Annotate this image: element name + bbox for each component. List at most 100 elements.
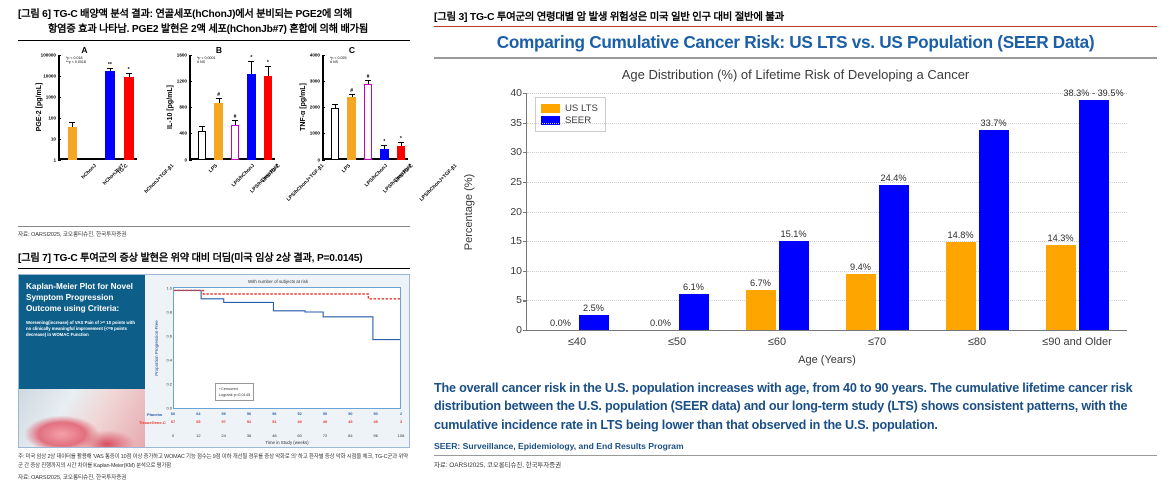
panel-plot: IL-10 [pg/mL] 1600 1200 800 400 0 *p < 0.0001 #…: [167, 52, 325, 202]
km-risk-tgc: 49: [297, 420, 302, 425]
km-x-tick: 12: [196, 433, 201, 439]
y-tick-label: 0: [184, 157, 187, 163]
km-x-axis-title: Time in Study (weeks): [265, 440, 309, 446]
legend-label-us-lts: US LTS: [565, 103, 598, 114]
x-axis: [58, 157, 137, 160]
km-y-tick: 0.6: [166, 333, 172, 339]
chart-bar: [945, 242, 976, 330]
bar: [247, 74, 256, 160]
bar: [67, 127, 78, 160]
error-bar-cap: [365, 80, 371, 82]
y-tick-mark: [322, 80, 325, 82]
km-risk-tgc: 65: [196, 420, 201, 425]
x-tick-label: hChonJ: [80, 162, 99, 180]
km-risk-tgc: 45: [373, 420, 378, 425]
error-bar-cap: [332, 103, 339, 105]
seer-footnote: SEER: Surveillance, Epidemiology, and En…: [434, 440, 684, 451]
x-tick-label: LPS: [341, 162, 353, 174]
bar: [230, 124, 240, 160]
error-bar-cap: [397, 141, 404, 143]
km-y-axis-title: Proportion Progression-Free: [154, 320, 159, 377]
kaplan-meier-figure: Kaplan-Meier Plot for Novel Symptom Prog…: [18, 274, 410, 449]
chart-x-axis-title: Age (Years): [798, 354, 856, 366]
error-bar: [351, 94, 353, 97]
y-tick-label: 1: [53, 157, 56, 163]
chart-y-tick-mark: [523, 300, 527, 302]
panel-y-axis-title: PGE-2 [pg/mL]: [36, 82, 43, 132]
chart-data-label: 0.0%: [650, 318, 671, 328]
y-tick-mark: [58, 96, 61, 98]
bar: [197, 131, 207, 160]
panel-letter: C: [348, 44, 356, 55]
x-tick-label: LPS/TG-C: [394, 162, 415, 184]
error-bar: [251, 61, 253, 75]
km-note: 주: 미국 임상 2상 데이터를 활용해 'VAS 통증이 10점 이상 증가하…: [18, 454, 408, 469]
figure3-title: Comparing Cumulative Cancer Risk: US LTS…: [496, 32, 1095, 52]
source-divider-1: [18, 225, 410, 227]
y-tick-mark: [189, 133, 192, 135]
chart-x-tick: ≤90 and Older: [1042, 336, 1112, 348]
y-tick-mark: [189, 159, 192, 161]
panel-letter: A: [81, 44, 88, 55]
y-tick-mark: [58, 75, 61, 77]
x-tick-label: LPS/hChonJ: [363, 162, 389, 188]
y-tick-mark: [58, 159, 61, 161]
chart-y-tick: 25: [510, 175, 522, 188]
error-bar-cap: [69, 122, 76, 124]
panel-y-axis-title: IL-10 [pg/mL]: [167, 85, 174, 130]
bar: [363, 84, 373, 160]
km-criteria: Worsening(increase) of VAS Pain of >= 10…: [26, 319, 135, 338]
chart-y-tick: 40: [510, 87, 522, 99]
error-bar-cap: [199, 126, 206, 128]
x-tick-label: hChonJ+TGF-β1: [143, 162, 175, 195]
legend-label-seer: SEER: [565, 115, 592, 126]
y-tick-label: 100: [48, 115, 56, 121]
y-tick-label: 800: [179, 104, 187, 110]
km-x-tick: 84: [348, 433, 353, 439]
legend-swatch-us-lts: [541, 104, 560, 113]
significance-marker: #: [350, 87, 353, 94]
error-bar: [335, 104, 337, 108]
cancer-risk-chart: Age Distribution (%) of Lifetime Risk of…: [434, 61, 1157, 379]
chart-data-label: 9.4%: [850, 262, 871, 273]
y-tick-mark: [58, 54, 61, 56]
km-x-tick: 72: [322, 433, 328, 439]
km-title: Kaplan-Meier Plot for Novel Symptom Prog…: [26, 282, 133, 314]
gridline: [527, 93, 1127, 94]
x-tick-label: LPS/hChonJ+TGF-β1: [285, 162, 326, 203]
bar: [263, 76, 273, 160]
y-tick-mark: [189, 80, 192, 82]
km-info-panel: Kaplan-Meier Plot for Novel Symptom Prog…: [19, 275, 145, 448]
gridline: [527, 181, 1127, 183]
gridline: [527, 270, 1127, 272]
chart-bar: [1078, 99, 1109, 330]
km-risk-tgc: 57: [221, 420, 226, 425]
error-bar: [202, 127, 204, 132]
chart-bar: [578, 315, 609, 330]
error-bar-cap: [125, 73, 132, 75]
km-risk-tgc: 52: [246, 420, 252, 425]
panel-plot: TNF-α [pg/mL] 4000 3000 2000 1000 0 *p < 0.025…: [300, 52, 458, 202]
panel-a: A PGE-2 [pg/mL] 100000 10000 1000 100 10 1 *p < …: [32, 44, 175, 195]
chart-data-label: 14.3%: [1047, 233, 1074, 244]
bar: [105, 71, 115, 160]
error-bar: [400, 142, 402, 147]
source-note-2: 자료: OARSI2025, 코오롱티슈진, 한국투자증권: [434, 461, 562, 469]
summary-paragraph: The overall cancer risk in the U.S. popu…: [434, 381, 1133, 432]
chart-bar: [845, 274, 876, 330]
x-tick-label: LPS: [208, 162, 220, 174]
chart-y-tick-mark: [523, 181, 527, 184]
error-bar-cap: [381, 145, 388, 147]
figure3-caption: [그림 3] TG-C 투여군의 연령대별 암 발생 위험성은 미국 일반 인구…: [434, 12, 784, 23]
significance-marker: *: [250, 54, 253, 61]
km-risk-tgc: 49: [322, 420, 328, 425]
chart-y-tick-mark: [523, 152, 527, 154]
km-legend: +Censored Logrank p=0.0145: [214, 383, 255, 402]
chart-x-tick: ≤40: [567, 336, 587, 348]
chart-y-axis-title: Percentage (%): [463, 173, 475, 250]
km-curves: [174, 288, 400, 408]
chart-y-tick: 15: [510, 235, 522, 248]
chart-legend: US LTS SEER: [535, 97, 606, 132]
left-column: [그림 6] TG-C 배양액 분석 결과: 연골세포(hChonJ)에서 분비…: [0, 0, 458, 500]
